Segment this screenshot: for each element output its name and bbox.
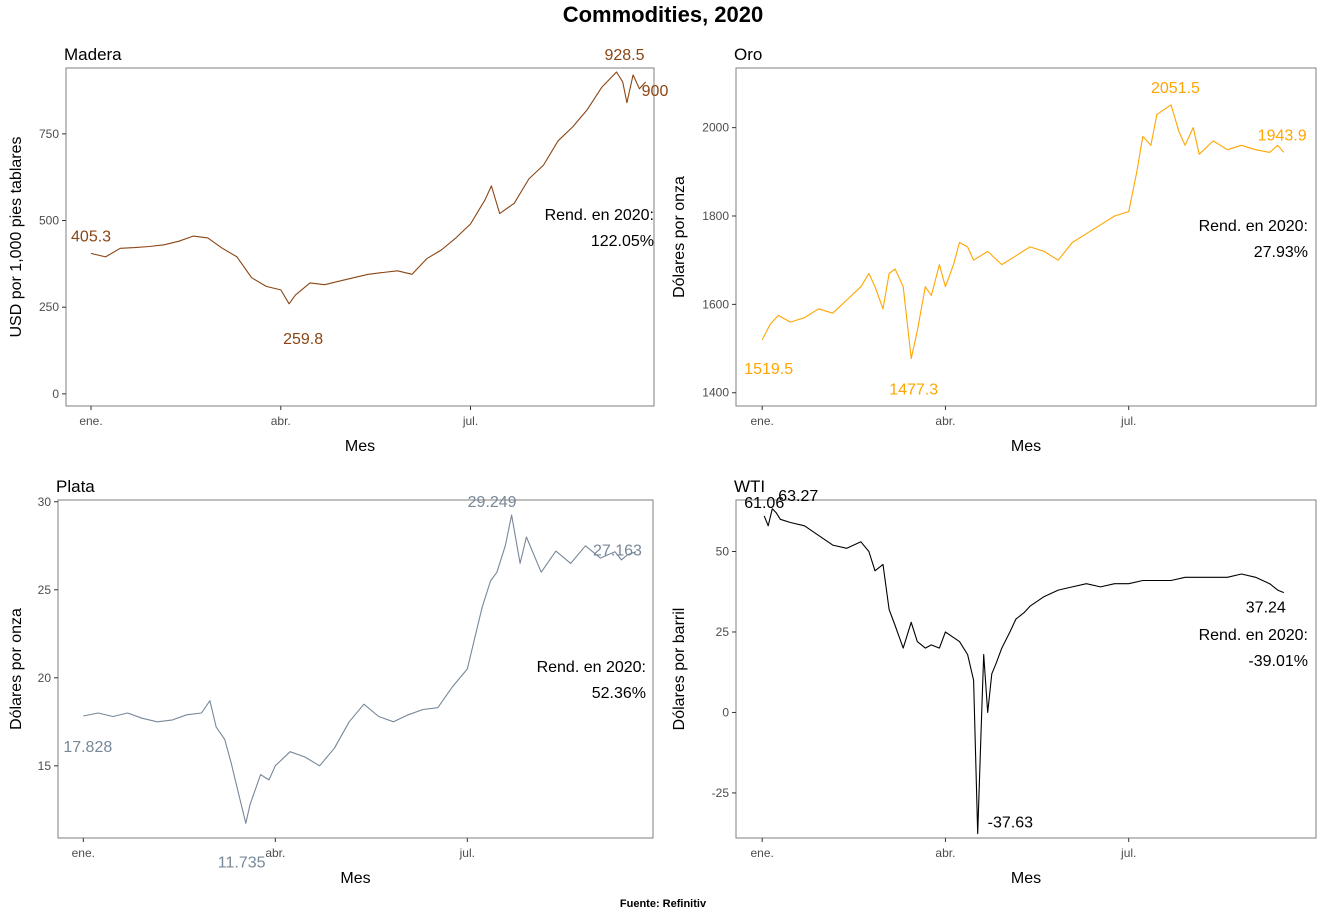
oro-plot-frame	[735, 67, 1317, 407]
plata-title: Plata	[56, 477, 95, 496]
plata-point-label: 17.828	[63, 739, 112, 756]
source-note: Fuente: Refinitiv	[619, 898, 707, 910]
madera-y-tick-label: 0	[52, 387, 59, 401]
oro-return-label: Rend. en 2020:	[1199, 218, 1308, 235]
madera-title: Madera	[64, 45, 122, 64]
wti-title: WTI	[734, 477, 765, 496]
madera-y-tick-label: 500	[39, 214, 59, 228]
wti-y-axis-title: Dólares por barril	[671, 608, 688, 731]
oro-y-tick-label: 1800	[702, 209, 729, 223]
oro-point-label: 1477.3	[889, 382, 938, 399]
oro-point-label: 2051.5	[1151, 80, 1200, 97]
oro-x-tick-label: ene.	[751, 414, 774, 428]
wti-y-tick-label: 0	[722, 705, 729, 719]
plata-series-line	[83, 514, 637, 824]
wti-x-tick-label: abr.	[935, 846, 955, 860]
wti-point-label: 37.24	[1246, 600, 1286, 617]
wti-point-label: 63.27	[778, 488, 818, 505]
wti-x-tick-label: ene.	[751, 846, 774, 860]
panel-plata: Plata 15 20 25 30 ene. abr. jul. Mes Dólares por …	[8, 477, 654, 887]
plata-y-tick-label: 30	[38, 495, 52, 509]
madera-y-tick-label: 750	[39, 127, 59, 141]
madera-y-axis-title: USD por 1,000 pies tablares	[8, 137, 25, 338]
madera-x-tick-label: ene.	[79, 414, 102, 428]
madera-x-axis-title: Mes	[345, 438, 375, 455]
wti-plot-frame	[735, 499, 1317, 839]
wti-y-tick-label: 50	[716, 545, 730, 559]
plata-plot-frame	[57, 499, 654, 839]
oro-y-axis-title: Dólares por onza	[671, 176, 688, 298]
oro-title: Oro	[734, 45, 762, 64]
oro-y-tick-label: 2000	[702, 121, 729, 135]
plata-point-label: 29.249	[468, 494, 517, 511]
oro-x-tick-label: jul.	[1120, 414, 1136, 428]
madera-return-value: 122.05%	[591, 233, 654, 250]
wti-point-label: 61.06	[744, 495, 784, 512]
plata-x-tick-label: ene.	[72, 846, 95, 860]
madera-plot-frame	[65, 67, 655, 407]
madera-y-tick-label: 250	[39, 300, 59, 314]
madera-x-tick-label: abr.	[271, 414, 291, 428]
panel-wti: WTI -25 0 25 50 ene. abr. jul. Mes Dólares por ba…	[671, 477, 1317, 887]
madera-point-label: 900	[642, 83, 669, 100]
oro-point-label: 1943.9	[1258, 127, 1307, 144]
madera-return-label: Rend. en 2020:	[545, 207, 654, 224]
madera-point-label: 405.3	[71, 228, 111, 245]
plata-x-tick-label: jul.	[459, 846, 475, 860]
wti-series-line	[763, 508, 1285, 835]
wti-point-label: -37.63	[988, 815, 1033, 832]
oro-y-tick-label: 1600	[702, 297, 729, 311]
plata-point-label: 11.735	[218, 854, 266, 871]
figure-title: Commodities, 2020	[562, 2, 764, 27]
oro-series-line	[761, 104, 1285, 360]
plata-point-label: 27.163	[593, 543, 642, 560]
wti-y-tick-label: 25	[716, 625, 730, 639]
plata-x-axis-title: Mes	[340, 870, 370, 887]
oro-point-label: 1519.5	[744, 361, 793, 378]
oro-return-value: 27.93%	[1254, 244, 1308, 261]
oro-x-tick-label: abr.	[935, 414, 955, 428]
plata-y-tick-label: 20	[38, 671, 52, 685]
panel-oro: Oro 1400 1600 1800 2000 ene. abr. jul. Mes Dólare…	[671, 45, 1317, 455]
madera-point-label: 259.8	[283, 331, 323, 348]
panel-madera: Madera 0 250 500 750 ene. abr. jul. Mes USD por 1…	[8, 45, 668, 455]
wti-return-label: Rend. en 2020:	[1199, 627, 1308, 644]
plata-return-label: Rend. en 2020:	[537, 659, 646, 676]
wti-x-axis-title: Mes	[1011, 870, 1041, 887]
plata-return-value: 52.36%	[592, 685, 646, 702]
oro-y-tick-label: 1400	[702, 386, 729, 400]
wti-return-value: -39.01%	[1248, 653, 1308, 670]
wti-x-tick-label: jul.	[1120, 846, 1136, 860]
plata-y-tick-label: 15	[38, 759, 52, 773]
madera-series-line	[90, 71, 647, 305]
plata-x-tick-label: abr.	[265, 846, 285, 860]
madera-x-tick-label: jul.	[462, 414, 478, 428]
madera-point-label: 928.5	[604, 47, 644, 64]
plata-y-tick-label: 25	[38, 583, 52, 597]
plata-y-axis-title: Dólares por onza	[8, 608, 25, 730]
oro-x-axis-title: Mes	[1011, 438, 1041, 455]
wti-y-tick-label: -25	[712, 786, 730, 800]
